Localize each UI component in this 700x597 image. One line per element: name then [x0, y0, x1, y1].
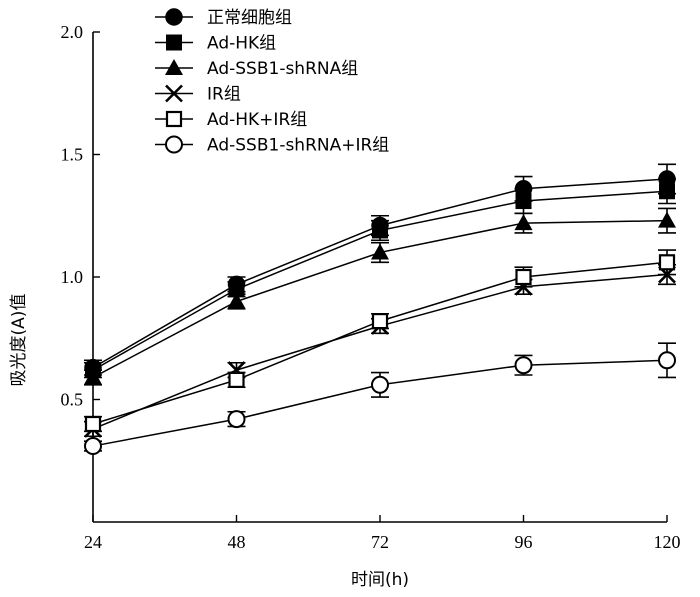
series-markers-2: [84, 211, 676, 385]
chart-legend: 正常细胞组 Ad-HK组 Ad-SSB1-shRNA组 IR组 Ad-HK+IR组 Ad-…: [155, 8, 389, 156]
x-tick-label: 48: [228, 532, 246, 552]
y-tick-label: 2.0: [61, 22, 84, 42]
series-line: [92, 261, 668, 425]
legend-marker: [166, 34, 182, 51]
data-point: [372, 222, 388, 239]
data-point: [659, 183, 675, 200]
legend-item: Ad-HK组: [155, 34, 276, 54]
legend-label: Ad-HK组: [207, 34, 276, 54]
series-markers-0: [84, 170, 676, 377]
chart-plot-area: [84, 163, 676, 456]
x-axis-title: 时间(h): [351, 570, 409, 590]
data-point: [515, 193, 532, 210]
data-point: [227, 410, 246, 429]
series-3: [84, 263, 676, 438]
data-point: [658, 254, 676, 271]
series-1: [84, 178, 676, 379]
y-tick-label: 0.5: [61, 390, 84, 410]
data-point: [84, 368, 102, 385]
data-point: [658, 351, 676, 370]
legend-label: 正常细胞组: [207, 8, 292, 28]
x-tick-label: 72: [371, 532, 389, 552]
legend-label: Ad-SSB1-shRNA+IR组: [207, 136, 389, 156]
data-point: [371, 375, 389, 394]
series-markers-5: [84, 351, 676, 456]
data-point: [515, 268, 532, 286]
data-point: [84, 415, 102, 433]
x-tick-label: 120: [654, 532, 681, 552]
series-5: [84, 342, 676, 452]
legend-label: IR组: [207, 85, 241, 105]
data-point: [371, 243, 389, 260]
data-point: [658, 211, 676, 228]
cross-stroke: [165, 84, 183, 103]
data-point: [227, 292, 246, 309]
x-tick-label: 96: [515, 532, 533, 552]
series-line: [92, 178, 668, 369]
legend-marker: [165, 84, 183, 103]
x-tick-label: 24: [84, 532, 102, 552]
legend-item: 正常细胞组: [155, 8, 292, 28]
data-point: [228, 371, 245, 388]
chart-axes: 0.5 1.0 1.5 2.0 24 48 72 96 120: [61, 22, 681, 552]
legend-item: IR组: [155, 85, 241, 105]
legend-label: Ad-HK+IR组: [207, 110, 307, 130]
legend-item: Ad-SSB1-shRNA组: [155, 59, 358, 79]
legend-item: Ad-SSB1-shRNA+IR组: [155, 135, 389, 156]
series-markers-3: [84, 265, 676, 438]
data-point: [371, 313, 389, 330]
data-point: [228, 281, 245, 298]
series-markers-4: [84, 254, 676, 433]
legend-label: Ad-SSB1-shRNA组: [207, 59, 358, 79]
data-point: [514, 214, 533, 231]
legend-item: Ad-HK+IR组: [155, 110, 307, 130]
legend-marker: [165, 135, 183, 154]
y-axis-title: 吸光度(A)值: [9, 294, 29, 387]
data-point: [514, 356, 533, 375]
y-tick-label: 1.0: [61, 267, 84, 287]
series-line: [92, 273, 668, 430]
legend-marker: [165, 110, 183, 128]
legend-marker: [165, 8, 183, 26]
series-4: [84, 249, 676, 433]
y-tick-label: 1.5: [61, 145, 84, 165]
legend-marker: [165, 59, 183, 75]
data-point: [84, 437, 102, 456]
series-0: [84, 163, 676, 376]
